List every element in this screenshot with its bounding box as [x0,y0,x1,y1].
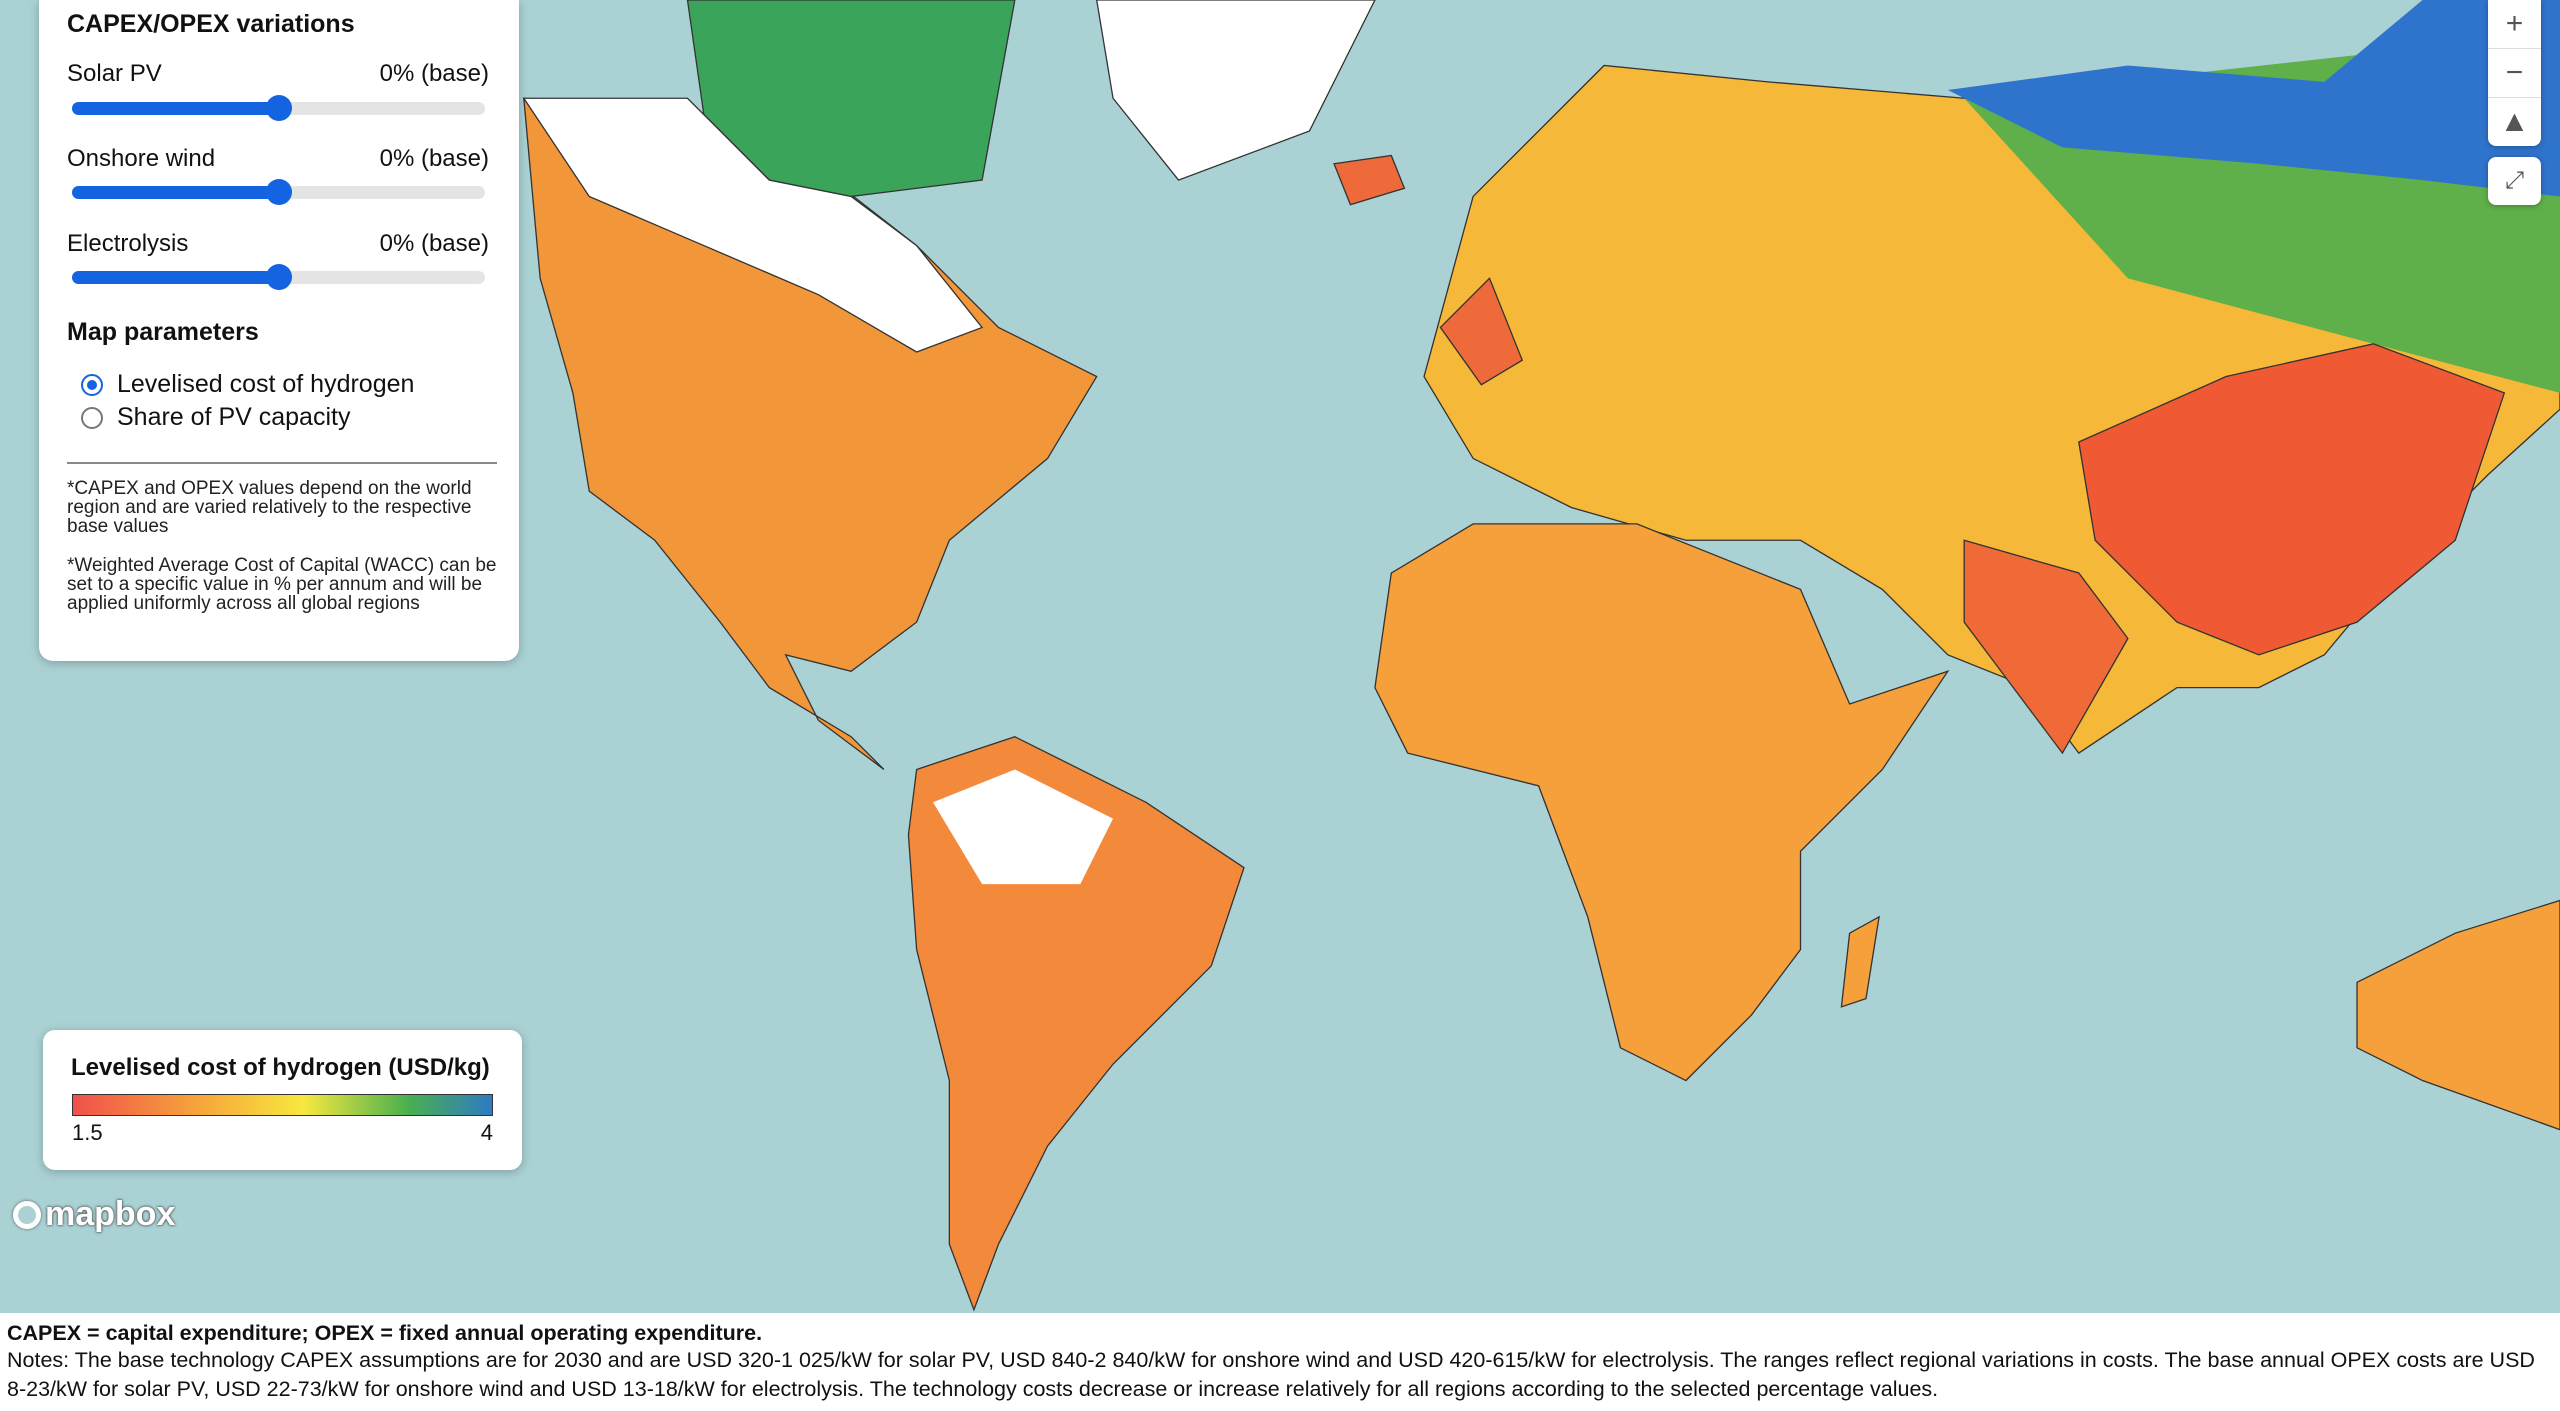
controls-panel: CAPEX/OPEX variations Solar PV 0% (base)… [39,0,519,661]
radio-option[interactable]: Share of PV capacity [81,403,350,432]
india [1963,539,2129,755]
map[interactable]: CAPEX/OPEX variations Solar PV 0% (base)… [0,0,2560,1313]
china [2078,343,2506,656]
africa [1374,523,1950,1082]
slider-label: Onshore wind [67,145,216,172]
note: *CAPEX and OPEX values depend on the wor… [67,478,472,537]
radio-label: Levelised cost of hydrogen [117,370,415,398]
map-layer [522,0,2560,1312]
compass[interactable]: ▲ [2499,105,2530,138]
legend-max: 4 [480,1120,493,1145]
greenland [1096,0,1376,181]
slider-value: 0% (base) [379,145,489,172]
iceland [1333,154,1406,206]
radio-option[interactable]: Levelised cost of hydrogen [81,370,414,399]
attribution-text: mapbox [45,1195,176,1233]
color-scale [72,1094,493,1116]
zoom-in[interactable]: + [2488,0,2541,49]
madagascar [1840,915,1880,1008]
legend-min: 1.5 [72,1120,103,1145]
slider[interactable] [72,95,485,121]
slider-value: 0% (base) [379,230,489,257]
australia [2356,899,2560,1131]
legend: Levelised cost of hydrogen (USD/kg) 1.5 … [43,1030,522,1170]
arctic-blue [1947,0,2560,197]
zoom-out[interactable]: − [2488,49,2541,98]
footer: CAPEX = capital expenditure; OPEX = fixe… [0,1313,2560,1411]
slider-value: 0% (base) [379,60,489,87]
slider-label: Solar PV [67,60,162,87]
north-america [523,97,1098,770]
amazon-white [932,769,1114,885]
zoom-controls: + − ▲ [2488,0,2541,146]
panel-title: CAPEX/OPEX variations [67,10,355,38]
slider-label: Electrolysis [67,230,189,257]
slider[interactable] [72,179,485,205]
slider[interactable] [72,264,485,290]
abbreviations: CAPEX = capital expenditure; OPEX = fixe… [7,1321,763,1345]
fullscreen-control: ⤢ [2488,157,2541,205]
note: *Weighted Average Cost of Capital (WACC)… [67,555,497,614]
uk [1439,277,1524,386]
legend-title: Levelised cost of hydrogen (USD/kg) [71,1054,490,1081]
fullscreen[interactable]: ⤢ [2504,167,2525,194]
hudson-white [522,97,984,353]
radio-label: Share of PV capacity [117,403,351,431]
divider [67,462,497,464]
parameters-title: Map parameters [67,318,259,346]
attribution-logo[interactable]: mapbox [13,1195,175,1234]
notes: Notes: The base technology CAPEX assumpt… [7,1348,2535,1401]
